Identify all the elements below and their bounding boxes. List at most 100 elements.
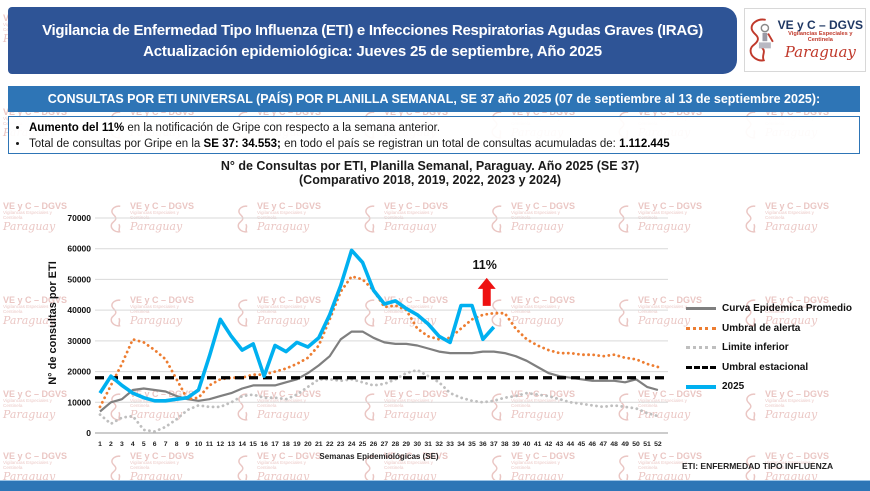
legend-label: Curva Epidemica Promedio xyxy=(722,303,853,315)
series-limite-inferior xyxy=(98,368,660,433)
highlight-item: Aumento del 11% en la notificación de Gr… xyxy=(29,120,853,136)
logo-text: VE y C – DGVS Vigilancias Especiales y C… xyxy=(778,19,863,60)
x-axis-label: Semanas Epidemiológicas (SE) xyxy=(319,452,439,461)
x-tick-label: 30 xyxy=(413,441,421,448)
x-tick-label: 44 xyxy=(567,441,575,448)
x-tick-label: 34 xyxy=(457,441,465,448)
header-banner: Vigilancia de Enfermedad Tipo Influenza … xyxy=(8,7,737,74)
x-tick-label: 13 xyxy=(227,441,235,448)
x-tick-label: 46 xyxy=(589,441,597,448)
x-tick-label: 48 xyxy=(610,441,618,448)
x-tick-label: 52 xyxy=(654,441,662,448)
highlights-box: Aumento del 11% en la notificación de Gr… xyxy=(8,116,860,154)
x-tick-label: 40 xyxy=(523,441,531,448)
x-tick-label: 3 xyxy=(120,441,124,448)
x-tick-label: 21 xyxy=(315,441,323,448)
chart-legend: Curva Epidemica Promedio Umbral de alerta… xyxy=(686,299,852,397)
logo-subtitle-2: Centinela xyxy=(807,36,833,43)
y-tick-label: 0 xyxy=(86,428,91,438)
legend-item: 2025 xyxy=(686,377,852,397)
x-tick-label: 18 xyxy=(282,441,290,448)
x-tick-label: 15 xyxy=(249,441,257,448)
y-tick-label: 70000 xyxy=(67,214,91,223)
legend-line-sample xyxy=(686,346,716,350)
logo-country: Paraguay xyxy=(784,42,856,61)
x-tick-label: 37 xyxy=(490,441,498,448)
x-tick-label: 42 xyxy=(545,441,553,448)
logo-title: VE y C – DGVS xyxy=(777,18,863,33)
x-tick-label: 47 xyxy=(599,441,607,448)
legend-line-sample xyxy=(686,384,716,389)
report-title: Vigilancia de Enfermedad Tipo Influenza … xyxy=(42,21,703,39)
x-tick-label: 7 xyxy=(164,441,168,448)
x-tick-label: 31 xyxy=(424,441,432,448)
y-tick-label: 30000 xyxy=(67,336,91,346)
paraguay-map-icon xyxy=(745,205,756,233)
x-tick-label: 50 xyxy=(632,441,640,448)
legend-item: Limite inferior xyxy=(686,338,852,358)
x-tick-label: 24 xyxy=(348,441,356,448)
x-tick-label: 27 xyxy=(381,441,389,448)
y-tick-label: 60000 xyxy=(67,244,91,254)
y-tick-label: 40000 xyxy=(67,305,91,315)
y-tick-label: 10000 xyxy=(67,397,91,407)
x-tick-label: 25 xyxy=(359,441,367,448)
legend-line-sample xyxy=(686,326,716,330)
section-banner: CONSULTAS POR ETI UNIVERSAL (PAÍS) POR P… xyxy=(8,86,860,112)
x-tick-label: 49 xyxy=(621,441,629,448)
x-tick-label: 9 xyxy=(186,441,190,448)
x-tick-label: 29 xyxy=(403,441,411,448)
chart-subtitle: (Comparativo 2018, 2019, 2022, 2023 y 20… xyxy=(299,173,561,187)
x-tick-label: 19 xyxy=(293,441,301,448)
x-tick-label: 22 xyxy=(326,441,334,448)
x-tick-label: 1 xyxy=(98,441,102,448)
x-tick-label: 35 xyxy=(468,441,476,448)
legend-item: Umbral de alerta xyxy=(686,319,852,339)
x-tick-label: 38 xyxy=(501,441,509,448)
x-tick-label: 12 xyxy=(217,441,225,448)
legend-item: Umbral estacional xyxy=(686,358,852,378)
x-tick-label: 43 xyxy=(556,441,564,448)
logo-subtitle-1: Vigilancias Especiales y xyxy=(788,31,853,38)
x-tick-label: 45 xyxy=(578,441,586,448)
legend-label: Limite inferior xyxy=(722,342,789,354)
x-tick-label: 10 xyxy=(195,441,203,448)
x-tick-label: 17 xyxy=(271,441,279,448)
y-tick-label: 50000 xyxy=(67,274,91,284)
legend-line-sample xyxy=(686,365,716,369)
x-tick-label: 16 xyxy=(260,441,268,448)
bottom-bar xyxy=(0,480,870,491)
y-axis-label: N° de consultas por ETI xyxy=(47,261,59,385)
x-tick-label: 2 xyxy=(109,441,113,448)
x-tick-label: 33 xyxy=(446,441,454,448)
y-tick-label: 20000 xyxy=(67,367,91,377)
report-subtitle: Actualización epidemiológica: Jueves 25 … xyxy=(143,42,602,60)
legend-item: Curva Epidemica Promedio xyxy=(686,299,852,319)
paraguay-map-icon xyxy=(749,18,774,62)
x-tick-label: 20 xyxy=(304,441,312,448)
x-tick-label: 8 xyxy=(175,441,179,448)
chart-title-block: N° de Consultas por ETI, Planilla Semana… xyxy=(80,159,780,187)
footnote: ETI: ENFERMEDAD TIPO INFLUENZA xyxy=(682,461,834,471)
x-tick-label: 36 xyxy=(479,441,487,448)
increase-arrow-icon xyxy=(477,277,496,306)
legend-label: 2025 xyxy=(722,381,745,393)
chart-title: N° de Consultas por ETI, Planilla Semana… xyxy=(220,159,640,173)
x-tick-label: 23 xyxy=(337,441,345,448)
increase-annotation: 11% xyxy=(473,258,497,272)
highlights-list: Aumento del 11% en la notificación de Gr… xyxy=(29,120,853,152)
x-tick-label: 39 xyxy=(512,441,520,448)
x-tick-label: 14 xyxy=(238,441,246,448)
x-tick-label: 51 xyxy=(643,441,651,448)
surveillance-figure-icon xyxy=(758,23,774,49)
x-tick-label: 6 xyxy=(153,441,157,448)
legend-line-sample xyxy=(686,307,716,311)
x-tick-label: 5 xyxy=(142,441,146,448)
x-tick-label: 11 xyxy=(206,441,213,448)
logo: VE y C – DGVS Vigilancias Especiales y C… xyxy=(744,8,866,72)
series-2025 xyxy=(98,248,496,403)
legend-label: Umbral estacional xyxy=(722,361,809,373)
